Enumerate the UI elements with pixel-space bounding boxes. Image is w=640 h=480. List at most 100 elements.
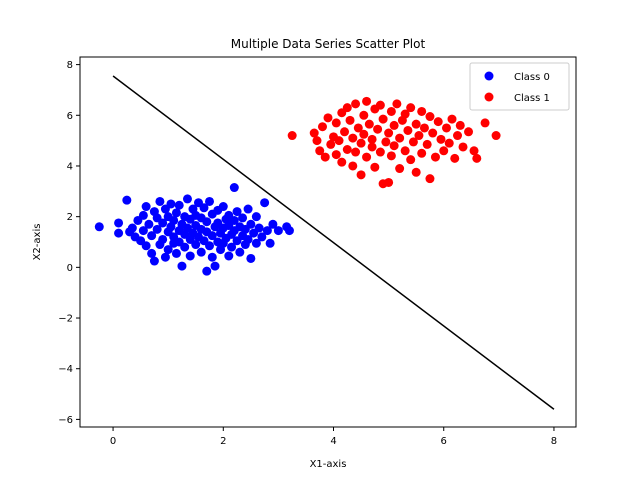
- data-point-class-1-0: [287, 131, 297, 141]
- data-point-class-1-62: [422, 139, 432, 149]
- data-point-class-0-34: [171, 208, 181, 218]
- data-point-class-1-22: [353, 123, 363, 133]
- data-point-class-1-67: [433, 117, 443, 127]
- data-point-class-0-10: [138, 226, 148, 236]
- data-point-class-1-72: [447, 114, 457, 124]
- data-point-class-1-7: [326, 139, 336, 149]
- data-point-class-0-63: [202, 217, 212, 227]
- data-point-class-1-16: [342, 103, 352, 113]
- data-point-class-1-30: [367, 142, 377, 152]
- data-point-class-1-36: [375, 100, 385, 110]
- data-point-class-1-70: [441, 123, 451, 133]
- data-point-class-0-65: [205, 196, 215, 206]
- data-point-class-0-14: [147, 231, 157, 241]
- decision-line: [112, 75, 555, 410]
- data-point-class-1-65: [428, 128, 438, 138]
- data-point-class-1-46: [392, 99, 402, 109]
- data-point-class-1-78: [469, 146, 479, 156]
- y-tick-label: 0: [67, 263, 73, 274]
- data-point-class-0-33: [169, 215, 179, 225]
- data-point-class-1-57: [411, 167, 421, 177]
- data-point-class-1-44: [389, 120, 399, 130]
- y-tick-label: −4: [58, 364, 73, 375]
- data-point-class-1-79: [472, 153, 482, 163]
- data-point-class-0-35: [171, 248, 181, 258]
- data-point-class-1-58: [414, 131, 424, 141]
- data-point-class-1-1: [309, 128, 319, 138]
- y-tick-label: 6: [67, 111, 73, 122]
- data-point-class-0-107: [262, 226, 272, 236]
- x-tick-label: 2: [220, 436, 226, 447]
- data-point-class-0-1: [114, 218, 124, 228]
- data-point-class-1-74: [453, 131, 463, 141]
- data-point-class-0-100: [246, 253, 256, 263]
- data-point-class-0-103: [251, 238, 261, 248]
- x-tick-label: 8: [551, 436, 557, 447]
- y-tick-label: 4: [67, 161, 73, 172]
- data-point-class-1-2: [312, 136, 322, 146]
- data-point-class-1-28: [362, 96, 372, 106]
- legend: Class 0 Class 1: [469, 62, 570, 111]
- data-point-class-1-43: [386, 151, 396, 161]
- data-point-class-1-34: [373, 124, 383, 134]
- data-point-class-1-14: [340, 127, 350, 137]
- data-point-class-0-104: [254, 223, 264, 233]
- plot-frame: [79, 56, 577, 428]
- y-axis-label: X2-axis: [32, 224, 43, 261]
- data-point-class-0-44: [182, 194, 192, 204]
- data-point-class-1-21: [351, 147, 361, 157]
- data-point-class-0-12: [141, 202, 151, 212]
- data-point-class-0-106: [260, 198, 270, 208]
- data-point-class-0-20: [155, 196, 165, 206]
- data-point-class-1-37: [378, 114, 388, 124]
- data-point-class-1-18: [348, 161, 358, 171]
- data-point-class-0-43: [180, 242, 190, 252]
- x-tick-label: 6: [441, 436, 447, 447]
- data-point-class-0-52: [191, 240, 201, 250]
- y-tick-label: −6: [58, 415, 73, 426]
- data-point-class-1-9: [331, 150, 341, 160]
- data-point-class-1-53: [406, 155, 416, 165]
- y-axis: −6 −4 −2 0 2 4 6 8: [58, 60, 80, 426]
- chart-title: Multiple Data Series Scatter Plot: [231, 37, 426, 51]
- data-point-class-0-9: [138, 210, 148, 220]
- data-point-class-0-77: [218, 202, 228, 212]
- data-point-class-1-10: [331, 118, 341, 128]
- data-point-class-0-108: [265, 238, 275, 248]
- data-point-class-1-20: [351, 99, 361, 109]
- data-point-class-1-45: [389, 141, 399, 151]
- data-point-class-1-77: [464, 127, 474, 137]
- data-point-class-1-19: [348, 133, 358, 143]
- data-point-class-1-11: [334, 136, 344, 146]
- x-tick-label: 0: [110, 436, 116, 447]
- data-point-class-0-85: [227, 242, 237, 252]
- data-point-class-0-87: [229, 183, 239, 193]
- x-tick-label: 4: [330, 436, 336, 447]
- data-point-class-0-109: [268, 219, 278, 229]
- data-point-class-0-15: [147, 248, 157, 258]
- plot-area: [79, 56, 577, 428]
- data-point-class-1-56: [411, 119, 421, 129]
- data-point-class-0-23: [158, 218, 168, 228]
- x-axis: 0 2 4 6 8: [110, 427, 557, 447]
- data-point-class-0-99: [246, 219, 256, 229]
- data-point-class-0-40: [177, 261, 187, 271]
- data-point-class-1-47: [395, 133, 405, 143]
- data-point-class-1-41: [384, 128, 394, 138]
- data-point-class-0-81: [224, 251, 234, 261]
- data-point-class-0-66: [207, 231, 217, 241]
- legend-box: [469, 62, 570, 111]
- data-point-class-1-13: [337, 157, 347, 167]
- data-point-class-1-5: [320, 152, 330, 162]
- data-point-class-1-63: [425, 112, 435, 122]
- data-point-class-0-0: [94, 222, 104, 232]
- data-point-class-0-70: [210, 261, 220, 271]
- data-point-class-1-80: [480, 118, 490, 128]
- y-tick-label: 8: [67, 60, 73, 71]
- data-point-class-1-39: [381, 137, 391, 147]
- data-point-class-1-69: [439, 146, 449, 156]
- data-point-class-0-102: [251, 212, 261, 222]
- data-point-class-1-26: [359, 129, 369, 139]
- data-point-class-1-52: [403, 125, 413, 135]
